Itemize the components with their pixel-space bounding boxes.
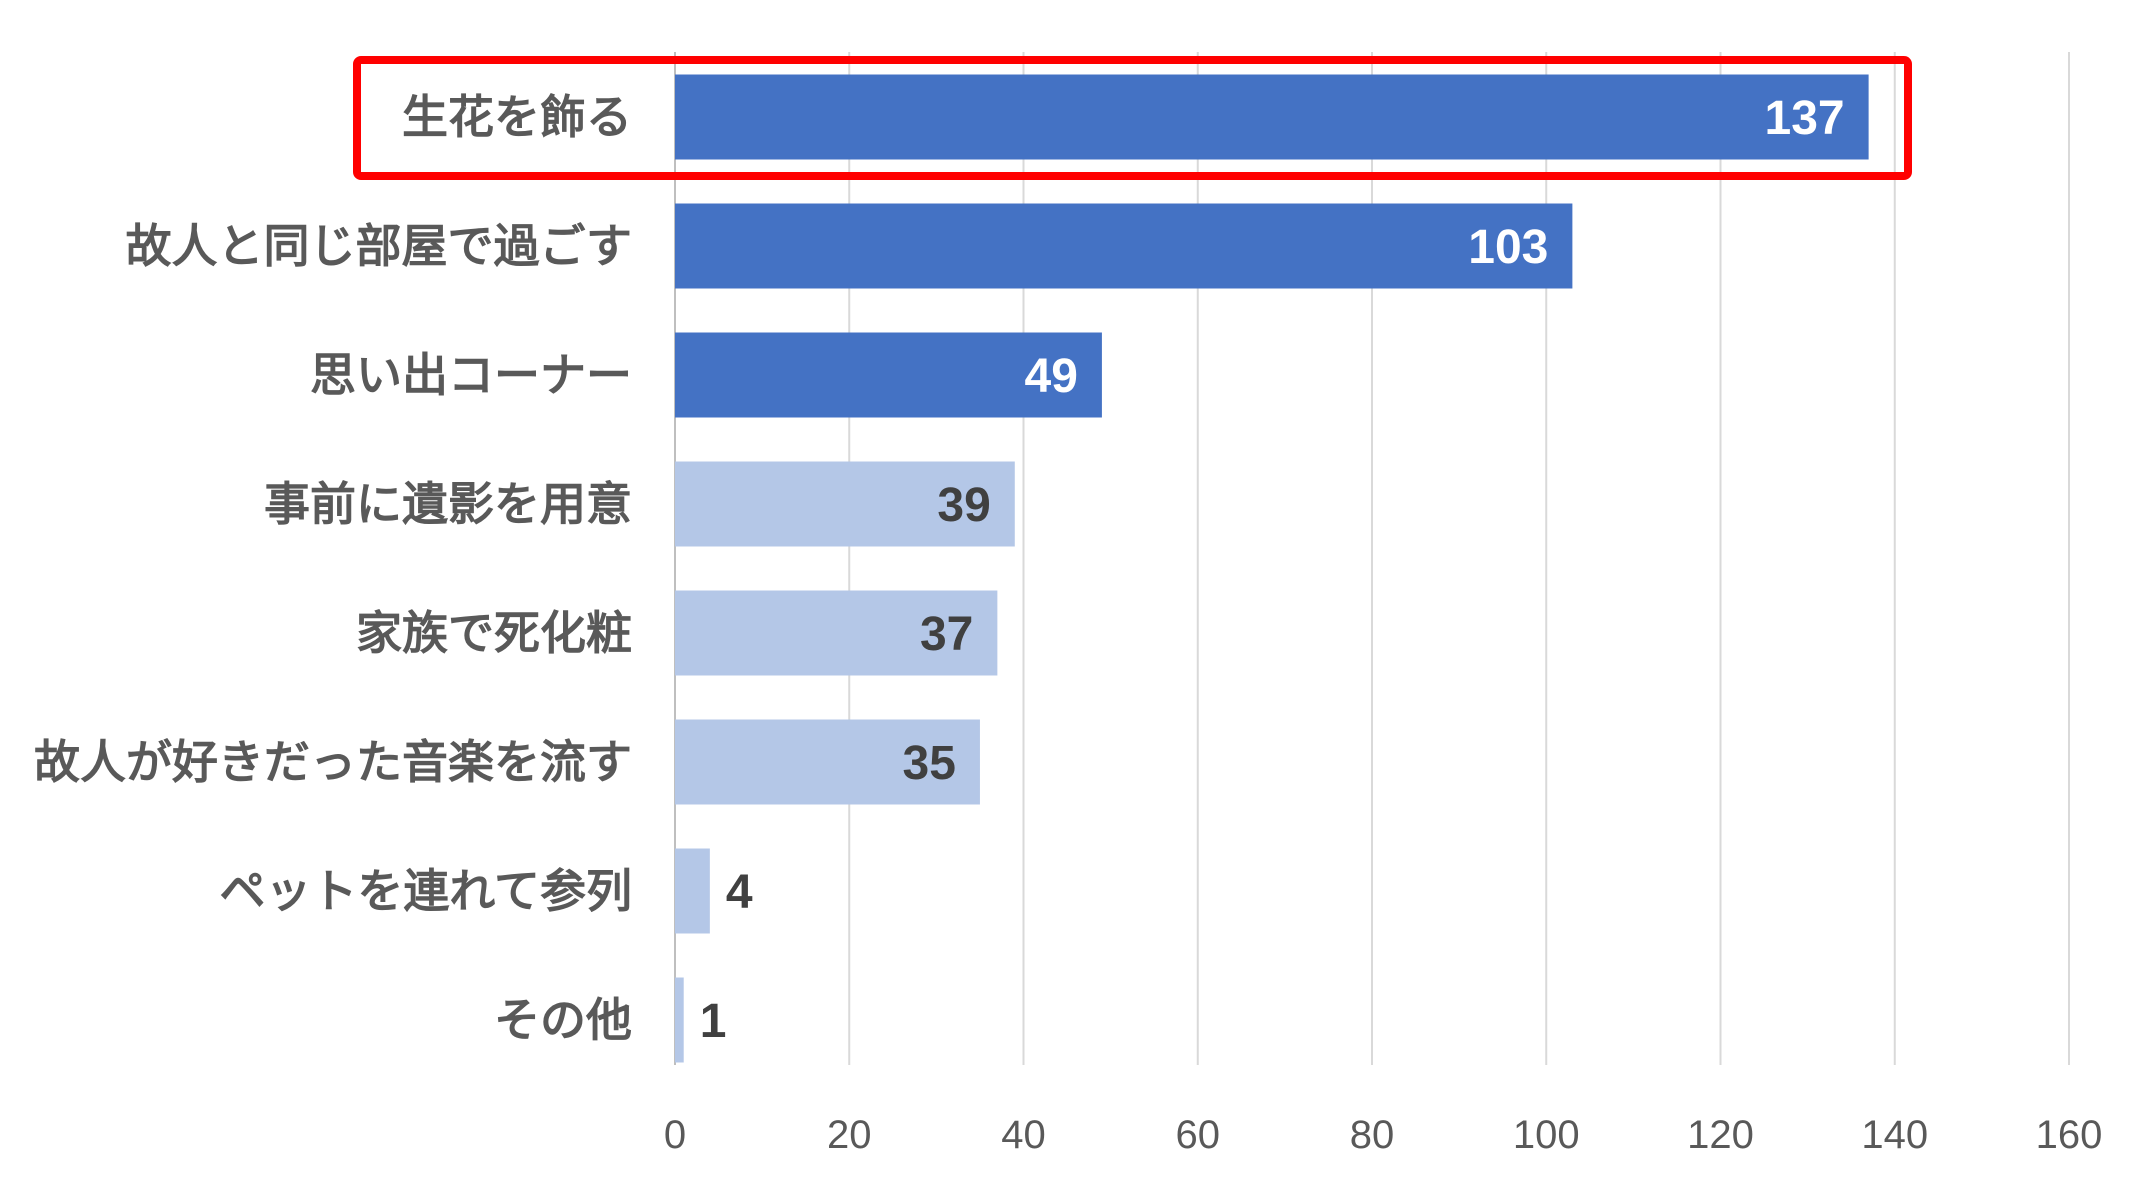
x-tick-label: 0	[664, 1113, 686, 1157]
x-axis-tick-labels: 0 20 40 60 80 100 120 140 160	[664, 1113, 2103, 1157]
category-label: 家族で死化粧	[356, 606, 632, 660]
bar	[675, 590, 998, 676]
category-label: 思い出コーナー	[310, 348, 632, 402]
bar	[675, 332, 1102, 418]
data-label: 35	[903, 737, 956, 790]
highlight-frame	[353, 56, 1912, 180]
x-tick-label: 80	[1350, 1113, 1395, 1157]
data-label: 137	[1765, 92, 1845, 145]
bar	[675, 848, 710, 934]
data-label: 37	[920, 608, 973, 661]
category-label: 生花を飾る	[402, 90, 632, 144]
category-label: その他	[494, 993, 632, 1047]
x-tick-label: 100	[1513, 1113, 1580, 1157]
x-tick-label: 120	[1687, 1113, 1754, 1157]
bar	[675, 719, 980, 805]
bar	[675, 74, 1869, 160]
data-label: 4	[726, 866, 753, 919]
bar	[675, 461, 1015, 547]
data-label: 103	[1468, 221, 1548, 274]
data-label: 49	[1025, 350, 1078, 403]
category-label: 故人と同じ部屋で過ごす	[126, 219, 632, 273]
category-label: ペットを連れて参列	[219, 864, 632, 918]
x-tick-label: 160	[2036, 1113, 2103, 1157]
bars	[675, 74, 1869, 1063]
x-tick-label: 20	[827, 1113, 872, 1157]
data-label: 1	[700, 995, 727, 1048]
x-tick-label: 140	[1861, 1113, 1928, 1157]
category-labels: 生花を飾る故人と同じ部屋で過ごす思い出コーナー事前に遺影を用意家族で死化粧故人が…	[34, 90, 632, 1047]
data-label: 39	[937, 479, 990, 532]
category-label: 故人が好きだった音楽を流す	[34, 735, 632, 789]
data-labels: 137 103 49 39 37 35 4 1	[700, 92, 1845, 1048]
x-tick-label: 40	[1001, 1113, 1046, 1157]
x-tick-label: 60	[1176, 1113, 1221, 1157]
highlight-frame-group	[353, 56, 1912, 180]
bar	[675, 977, 684, 1063]
category-label: 事前に遺影を用意	[264, 477, 632, 531]
bar	[675, 203, 1573, 289]
